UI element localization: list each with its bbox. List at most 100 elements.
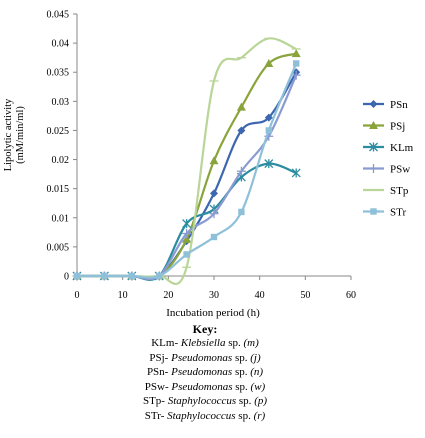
key-box: Key: KLm- Klebsiella sp. (m) PSj- Pseudom…: [70, 322, 340, 424]
series-line: [77, 74, 298, 281]
key-entry: STp- Staphylococcus sp. (p): [70, 394, 340, 409]
y-tick-label: 0.03: [52, 97, 70, 108]
key-genus: Klebsiella: [180, 337, 226, 349]
key-sp: sp.: [234, 366, 248, 379]
legend-label: PSj: [390, 121, 405, 133]
key-strain: (n): [250, 366, 264, 379]
key-genus: Staphylococcus: [167, 395, 237, 408]
key-code: STr-: [144, 409, 165, 422]
data-point: [128, 272, 135, 280]
legend-label: STp: [390, 185, 409, 197]
legend-item-klm: KLm: [363, 142, 414, 154]
series-line: [77, 63, 298, 279]
data-point: [236, 102, 246, 111]
data-point: [209, 156, 219, 165]
data-point: [210, 189, 218, 198]
series-str: [73, 60, 300, 280]
legend-label: PSw: [390, 164, 410, 176]
y-tick-label: 0.025: [47, 126, 70, 137]
data-point: [238, 208, 245, 216]
legend-marker: [369, 142, 378, 152]
data-point: [156, 272, 163, 280]
key-strain: (j): [250, 351, 261, 364]
x-tick-label: 10: [118, 290, 128, 301]
key-sp: sp.: [235, 380, 248, 393]
key-code: STp-: [142, 395, 165, 408]
y-tick-label: 0.005: [47, 242, 70, 253]
series-line: [77, 71, 298, 280]
key-sp: sp.: [228, 337, 241, 349]
x-tick-label: 30: [209, 290, 219, 301]
key-genus: Staphylococcus: [167, 409, 236, 422]
data-point: [182, 219, 192, 229]
key-strain: (r): [253, 409, 266, 422]
data-point: [73, 272, 81, 280]
key-code: PSn-: [146, 366, 169, 379]
series-klm: [72, 159, 301, 281]
data-point: [182, 228, 192, 238]
data-point: [291, 168, 301, 178]
data-point: [182, 234, 192, 243]
legend-marker: [369, 100, 378, 108]
y-tick-label: 0.015: [47, 184, 70, 195]
series-psw: [72, 70, 301, 281]
data-point: [264, 58, 274, 67]
key-entry: PSj- Pseudomonas sp. (j): [70, 351, 340, 366]
legend-item-psw: PSw: [363, 164, 410, 176]
y-tick-label: 0: [64, 272, 69, 283]
data-point: [101, 272, 108, 280]
y-axis-label: (mM/min/ml): [15, 106, 26, 164]
y-tick-label: 0.035: [47, 68, 70, 79]
data-point: [236, 166, 246, 176]
legend-item-stp: STp: [363, 185, 409, 197]
data-point: [265, 127, 272, 134]
series-line: [77, 37, 297, 285]
legend-label: PSn: [390, 99, 408, 111]
key-strain: (w): [250, 380, 266, 393]
key-sp: sp.: [234, 351, 248, 364]
legend-item-psn: PSn: [363, 99, 408, 111]
y-tick-label: 0.04: [52, 39, 70, 50]
data-point: [293, 60, 300, 67]
key-entry: PSn- Pseudomonas sp. (n): [70, 365, 340, 380]
key-title: Key:: [192, 322, 218, 336]
key-code: PSw-: [144, 380, 169, 393]
legend-label: STr: [390, 207, 406, 219]
legend-marker: [369, 121, 378, 129]
key-list: KLm- Klebsiella sp. (m) PSj- Pseudomonas …: [70, 336, 340, 424]
legend-marker: [370, 208, 377, 215]
x-axis-label: Incubation period (h): [166, 307, 260, 319]
key-sp: sp.: [238, 395, 252, 408]
series-psn: [73, 68, 301, 280]
y-tick-label: 0.02: [52, 155, 70, 166]
key-genus: Pseudomonas: [171, 380, 233, 393]
y-tick-label: 0.01: [52, 213, 70, 224]
legend-item-str: STr: [363, 207, 406, 219]
data-point: [210, 233, 218, 241]
data-point: [291, 70, 301, 80]
x-tick-label: 20: [163, 290, 173, 301]
key-genus: Pseudomonas: [171, 366, 233, 379]
data-point: [264, 113, 273, 122]
key-code: KLm-: [151, 337, 179, 349]
key-sp: sp.: [238, 409, 251, 422]
data-point: [237, 126, 246, 135]
x-tick-label: 50: [300, 290, 310, 301]
y-axis-label: Lipolytic activity: [3, 98, 14, 171]
key-strain: (m): [243, 337, 259, 349]
key-code: PSj-: [149, 351, 169, 364]
data-point: [209, 209, 219, 219]
y-tick-label: 0.045: [47, 10, 70, 21]
x-tick-label: 0: [75, 290, 80, 301]
legend-label: KLm: [390, 142, 414, 154]
data-point: [183, 251, 190, 258]
key-strain: (p): [254, 395, 268, 408]
x-tick-label: 60: [346, 290, 356, 301]
key-genus: Pseudomonas: [171, 351, 233, 364]
data-point: [291, 49, 301, 58]
axes: 0 0.005 0.01 0.015 0.02 0.025 0.03 0.035 0.04 0.0…: [3, 10, 356, 320]
legend-item-psj: PSj: [363, 121, 405, 133]
legend-marker: [369, 164, 378, 173]
legend: PSn PSj KLm PSw STp STr: [363, 99, 414, 219]
